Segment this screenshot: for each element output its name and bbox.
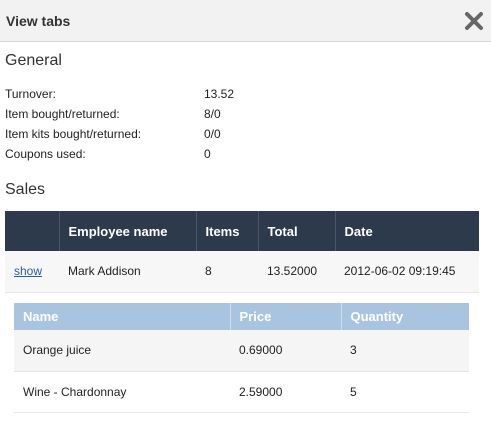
item-price-cell: 0.69000: [230, 330, 341, 372]
close-x-icon: [465, 11, 483, 30]
general-stats: Turnover: 13.52 Item bought/returned: 8/…: [5, 84, 234, 164]
col-header-items: Items: [196, 211, 259, 251]
employee-cell: Mark Addison: [59, 251, 196, 293]
col-header-price: Price: [230, 303, 342, 330]
stat-label: Turnover:: [5, 87, 56, 101]
sale-detail: Name Price Quantity Orange juice 0.69000…: [14, 303, 469, 413]
stat-value: 8/0: [204, 107, 221, 121]
sale-items-table: Name Price Quantity Orange juice 0.69000…: [14, 303, 469, 413]
date-cell: 2012-06-02 09:19:45: [335, 251, 479, 293]
col-header-employee: Employee name: [59, 211, 197, 251]
stat-label: Item kits bought/returned:: [5, 127, 142, 141]
item-name-cell: Wine - Chardonnay: [14, 371, 230, 413]
table-row: Orange juice 0.69000 3: [14, 330, 469, 372]
dialog-titlebar: View tabs: [0, 0, 491, 42]
stat-value: 0/0: [204, 127, 221, 141]
table-row: Wine - Chardonnay 2.59000 5: [14, 371, 469, 413]
col-header-total: Total: [258, 211, 336, 251]
item-quantity-cell: 3: [341, 330, 469, 372]
sales-header-row: Employee name Items Total Date: [5, 211, 479, 251]
table-row: show Mark Addison 8 13.52000 2012-06-02 …: [5, 251, 479, 293]
stat-label: Coupons used:: [5, 147, 86, 161]
item-name-cell: Orange juice: [14, 330, 230, 372]
total-cell: 13.52000: [258, 251, 335, 293]
item-quantity-cell: 5: [341, 371, 469, 413]
stat-row-coupons: Coupons used: 0: [5, 144, 234, 164]
dialog-title: View tabs: [6, 12, 71, 29]
items-cell: 8: [196, 251, 258, 293]
col-header-quantity: Quantity: [341, 303, 469, 330]
col-header-name: Name: [14, 303, 231, 330]
detail-header-row: Name Price Quantity: [14, 303, 469, 330]
show-link[interactable]: show: [14, 264, 43, 279]
stat-row-item-kits: Item kits bought/returned: 0/0: [5, 124, 234, 144]
stat-value: 13.52: [204, 87, 235, 101]
general-section-title: General: [5, 52, 62, 69]
sales-table: Employee name Items Total Date show Mark…: [5, 211, 479, 293]
stat-value: 0: [204, 147, 211, 161]
item-price-cell: 2.59000: [230, 371, 341, 413]
stat-label: Item bought/returned:: [5, 107, 120, 121]
col-header-date: Date: [335, 211, 479, 251]
stat-row-turnover: Turnover: 13.52: [5, 84, 234, 104]
close-button[interactable]: [463, 10, 485, 32]
sales-section-title: Sales: [5, 181, 46, 198]
col-header-action: [5, 211, 60, 251]
stat-row-items: Item bought/returned: 8/0: [5, 104, 234, 124]
